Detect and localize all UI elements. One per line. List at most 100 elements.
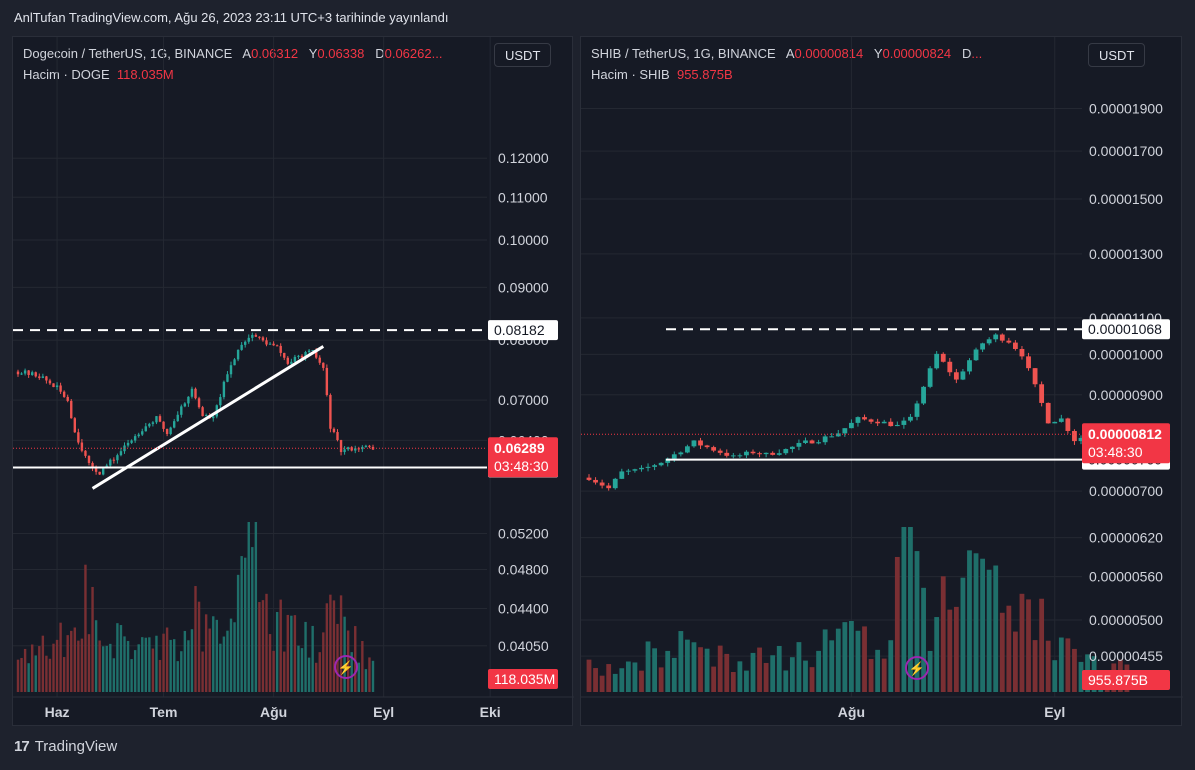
candle-body: [307, 350, 311, 353]
candle-body: [671, 454, 677, 459]
volume-bar: [868, 658, 874, 692]
volume-bar: [1039, 598, 1045, 692]
candle-body: [162, 421, 165, 429]
candle-body: [986, 339, 992, 344]
candle-body: [268, 343, 272, 345]
shib-open-value: 0.00000814: [794, 46, 864, 61]
volume-bar: [16, 659, 20, 692]
y-tick-label: 0.00000620: [1089, 530, 1163, 546]
candle-body: [1052, 421, 1058, 424]
shib-symbol-title[interactable]: SHIB / TetherUS, 1G, BINANCE: [591, 46, 776, 61]
tradingview-logo-icon: 17: [14, 738, 30, 755]
candle-body: [960, 371, 966, 380]
volume-bar: [783, 670, 789, 692]
volume-bar: [973, 553, 979, 692]
candle-body: [612, 478, 618, 489]
y-tick-label: 0.04050: [498, 638, 549, 654]
y-tick-label: 0.10000: [498, 232, 549, 248]
candle-body: [921, 386, 926, 404]
tradingview-brand-text: TradingView: [34, 738, 118, 755]
y-tick-label: 0.04400: [498, 601, 549, 617]
candle-body: [1058, 418, 1064, 422]
volume-bar: [112, 658, 116, 692]
candle-body: [993, 334, 999, 340]
countdown-badge: 03:48:30: [494, 458, 549, 474]
candle-body: [842, 428, 848, 434]
volume-bar: [368, 657, 371, 692]
candle-body: [180, 406, 183, 415]
doge-currency-button[interactable]: USDT: [494, 43, 552, 67]
tradingview-branding[interactable]: 17 TradingView: [14, 738, 117, 755]
y-tick-label: 0.00001000: [1089, 346, 1163, 362]
volume-bar: [23, 648, 27, 692]
candle-body: [201, 407, 204, 417]
volume-bar: [55, 639, 59, 692]
volume-bar: [315, 662, 318, 692]
doge-legend-title-row: Dogecoin / TetherUS, 1G, BINANCE A0.0631…: [23, 46, 443, 61]
y-tick-label: 0.00000455: [1089, 648, 1163, 664]
volume-bar: [222, 636, 226, 692]
candle-body: [888, 421, 894, 427]
candle-body: [685, 446, 690, 453]
candle-body: [586, 477, 592, 480]
candle-body: [763, 452, 769, 455]
y-tick-label: 0.04800: [498, 561, 549, 577]
volume-bar: [862, 626, 867, 692]
volume-bar: [190, 629, 194, 692]
volume-bar: [144, 637, 147, 692]
shib-chart-panel[interactable]: SHIB / TetherUS, 1G, BINANCE A0.00000814…: [580, 36, 1183, 727]
volume-bar: [322, 632, 325, 692]
y-tick-label: 0.00000700: [1089, 483, 1163, 499]
candle-body: [1065, 418, 1071, 431]
volume-bar: [141, 637, 144, 692]
volume-bar: [283, 651, 286, 692]
shib-currency-button[interactable]: USDT: [1088, 43, 1146, 67]
candle-body: [94, 468, 98, 472]
volume-bar: [212, 616, 215, 692]
volume-bar: [339, 595, 343, 692]
volume-bar: [914, 551, 920, 692]
volume-bar: [816, 650, 821, 692]
candle-body: [62, 391, 66, 397]
volume-bar: [80, 638, 84, 692]
shib-high-value: 0.00000824: [882, 46, 952, 61]
shib-low-value: ...: [971, 46, 983, 61]
candle-body: [197, 398, 201, 408]
volume-bar: [612, 673, 618, 692]
volume-bar: [744, 670, 749, 692]
volume-bar: [91, 586, 94, 692]
candle-body: [59, 385, 62, 392]
shib-chart-canvas[interactable]: 0.00001900 0.00001700 0.00001500 0.00001300…: [581, 37, 1183, 727]
candle-body: [332, 428, 336, 433]
volume-bar: [940, 576, 946, 692]
candle-body: [357, 448, 360, 450]
volume-bar: [258, 602, 261, 692]
resistance-price-badge: 0.00001068: [1088, 321, 1162, 337]
volume-bar: [1052, 660, 1058, 692]
x-tick-label: Ağu: [260, 704, 287, 720]
doge-symbol-title[interactable]: Dogecoin / TetherUS, 1G, BINANCE: [23, 46, 233, 61]
candle-body: [219, 397, 222, 406]
volume-bar: [671, 657, 677, 692]
candle-body: [34, 372, 37, 377]
candle-body: [126, 442, 130, 446]
y-tick-label: 0.00001500: [1089, 191, 1163, 207]
last-price-badge-bg: [488, 437, 558, 478]
doge-chart-canvas[interactable]: 0.120000.110000.100000.090000.080000.070…: [13, 37, 574, 727]
volume-bar: [279, 599, 282, 692]
volume-bar: [849, 620, 854, 692]
candle-body: [247, 337, 250, 342]
candle-body: [350, 447, 353, 451]
candle-body: [130, 440, 133, 443]
volume-bar: [1072, 648, 1077, 692]
volume-bar: [343, 616, 346, 692]
x-tick-label: Eki: [480, 704, 501, 720]
volume-bar: [173, 639, 176, 692]
candle-body: [176, 414, 179, 422]
volume-bar: [711, 666, 717, 692]
volume-bar: [233, 622, 236, 692]
shib-volume-label: Hacim · SHIB: [591, 67, 670, 82]
published-caption: AnlTufan TradingView.com, Ağu 26, 2023 2…: [14, 10, 449, 25]
doge-chart-panel[interactable]: Dogecoin / TetherUS, 1G, BINANCE A0.0631…: [12, 36, 574, 727]
volume-bar: [215, 619, 218, 692]
